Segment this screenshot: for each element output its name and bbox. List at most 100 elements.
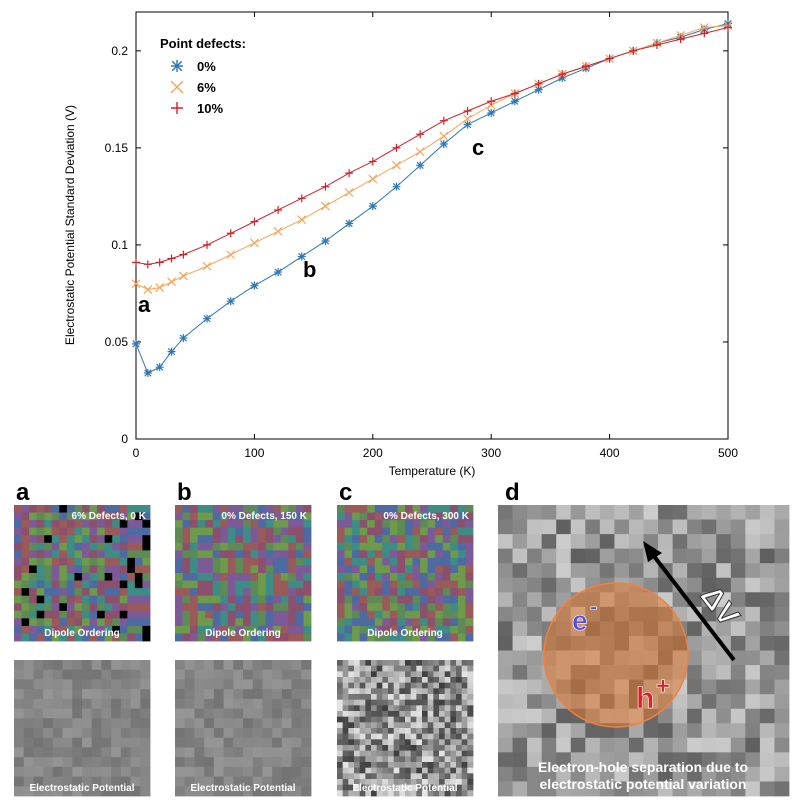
pixel — [301, 679, 312, 690]
pixel — [359, 603, 368, 612]
pixel — [405, 595, 413, 604]
pixel — [337, 728, 344, 735]
pixel — [295, 580, 304, 589]
pixel — [258, 535, 267, 544]
pixel — [243, 669, 254, 680]
pixel — [382, 779, 389, 786]
pixel — [194, 660, 205, 671]
pixel — [382, 688, 389, 695]
pixel — [213, 679, 224, 690]
pixel — [190, 633, 199, 642]
pixel — [412, 557, 421, 566]
pixel — [354, 694, 361, 701]
pixel — [72, 757, 83, 768]
pixel — [457, 610, 466, 619]
pixel — [140, 698, 151, 709]
pixel — [427, 588, 436, 597]
pixel — [33, 718, 44, 729]
pixel — [527, 679, 543, 695]
pixel — [295, 588, 304, 597]
pixel — [190, 610, 199, 619]
pixel — [412, 633, 421, 642]
pixel — [62, 786, 73, 797]
pixel — [352, 595, 361, 604]
pixel — [433, 767, 440, 774]
pixel — [23, 708, 34, 719]
pixel — [687, 723, 703, 739]
pixel — [33, 776, 44, 787]
pixel — [570, 752, 586, 768]
pixel — [397, 557, 406, 566]
pixel — [175, 766, 186, 777]
pixel — [342, 660, 349, 667]
pixel — [687, 781, 703, 797]
pixel — [433, 722, 440, 729]
pixel — [212, 557, 221, 566]
pixel — [97, 557, 106, 566]
pixel — [435, 505, 444, 513]
pixel — [134, 580, 143, 589]
pixel — [235, 603, 244, 612]
pixel — [376, 750, 383, 757]
pixel — [450, 535, 459, 544]
pixel — [223, 766, 234, 777]
pixel — [628, 766, 644, 782]
pixel — [220, 625, 229, 634]
pixel — [410, 784, 417, 791]
pixel — [541, 548, 557, 564]
pixel — [405, 733, 412, 740]
pixel — [344, 565, 353, 574]
pixel — [29, 565, 38, 574]
pixel — [556, 737, 572, 753]
pixel — [97, 520, 106, 529]
pixel — [14, 542, 22, 551]
pixel — [457, 512, 466, 521]
pixel — [687, 694, 703, 710]
pixel — [359, 756, 366, 763]
pixel — [442, 565, 451, 574]
pixel — [374, 512, 383, 521]
pixel — [342, 665, 349, 672]
pixel — [303, 550, 312, 559]
pixel — [272, 776, 283, 787]
pixel — [205, 550, 214, 559]
pixel — [354, 699, 361, 706]
pixel — [456, 677, 463, 684]
pixel — [416, 745, 423, 752]
pixel — [405, 565, 413, 574]
pixel — [120, 737, 131, 748]
pixel — [197, 505, 206, 513]
pixel — [213, 689, 224, 700]
pixel — [52, 786, 63, 797]
annotation: c — [472, 135, 484, 160]
pixel — [281, 689, 292, 700]
pixel — [374, 610, 383, 619]
pixel — [303, 542, 312, 551]
pixel — [243, 679, 254, 690]
pixel — [745, 505, 761, 520]
pixel — [127, 603, 136, 612]
pixel — [467, 779, 474, 786]
pixel — [498, 650, 513, 666]
pixel — [227, 535, 236, 544]
pixel — [250, 512, 259, 521]
pixel — [101, 708, 112, 719]
pixel — [416, 694, 423, 701]
pixel — [303, 588, 312, 597]
pixel — [59, 557, 68, 566]
pixel — [435, 512, 444, 521]
pixel — [66, 535, 75, 544]
pixel — [52, 698, 63, 709]
pixel — [759, 781, 775, 797]
pixel — [342, 790, 349, 797]
pixel — [301, 766, 312, 777]
pixel — [252, 689, 263, 700]
pixel — [243, 610, 251, 619]
pixel — [243, 603, 251, 612]
pixel — [74, 535, 83, 544]
pixel — [498, 679, 513, 695]
pixel — [410, 677, 417, 684]
pixel — [258, 573, 267, 581]
pixel — [730, 737, 746, 753]
pixel — [427, 595, 436, 604]
